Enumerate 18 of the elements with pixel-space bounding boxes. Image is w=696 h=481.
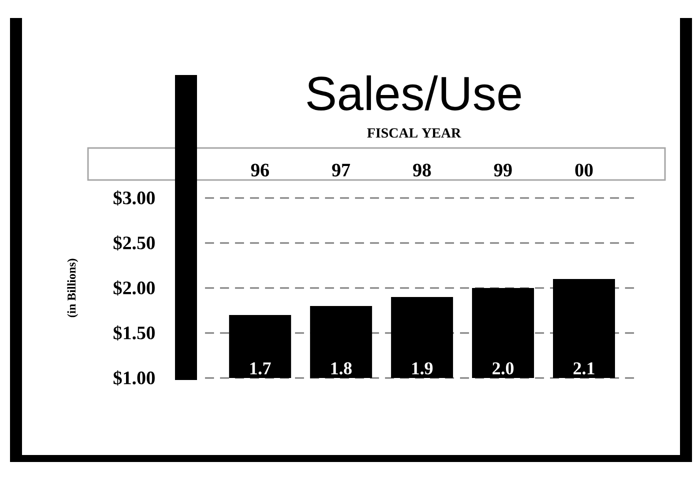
data-label: 2.1 bbox=[574, 362, 594, 374]
x-tick-label: 00 bbox=[575, 164, 593, 176]
chart-title: Sales/Use bbox=[307, 75, 521, 110]
chart-subtitle: FISCAL YEAR bbox=[367, 128, 462, 138]
x-tick-label: 97 bbox=[332, 164, 350, 176]
y-tick-label: $3.00 bbox=[114, 190, 155, 206]
y-tick-label: $2.00 bbox=[114, 280, 155, 296]
y-tick-label: $1.50 bbox=[114, 325, 155, 341]
x-tick-label: 98 bbox=[413, 164, 431, 176]
data-label: 2.0 bbox=[492, 362, 514, 374]
data-label: 1.7 bbox=[250, 362, 271, 374]
data-label: 1.8 bbox=[331, 362, 352, 374]
x-tick-label: 99 bbox=[494, 164, 512, 176]
y-tick-label: $1.00 bbox=[114, 370, 155, 386]
y-tick-label: $2.50 bbox=[114, 235, 155, 251]
data-label: 1.9 bbox=[412, 362, 433, 374]
y-axis-title: (in Billions) bbox=[67, 258, 78, 318]
x-tick-label: 96 bbox=[251, 164, 269, 176]
